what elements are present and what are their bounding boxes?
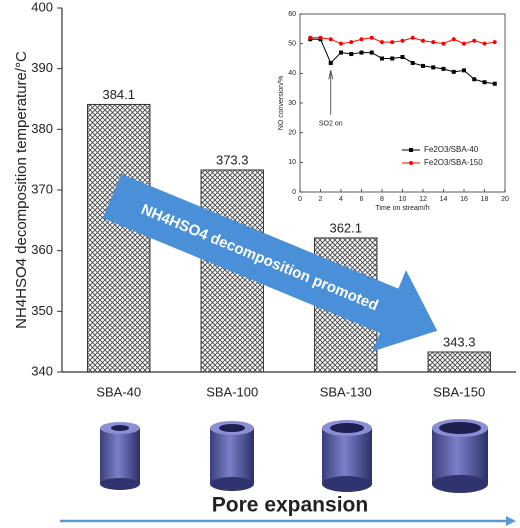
point <box>359 37 364 42</box>
point <box>390 40 395 45</box>
cylinder <box>432 419 488 493</box>
x-tick-label: 8 <box>380 196 384 203</box>
bottom-arrow <box>60 516 516 526</box>
x-tick-label: 2 <box>319 196 323 203</box>
x-tick-label: 10 <box>399 196 407 203</box>
point <box>472 77 477 82</box>
pore-cylinders <box>100 419 488 493</box>
cylinder <box>322 420 372 492</box>
x-tick-label: 6 <box>360 196 364 203</box>
legend-label: Fe2O3/SBA-150 <box>424 158 483 167</box>
point <box>390 56 395 61</box>
point <box>308 35 313 40</box>
legend-label: Fe2O3/SBA-40 <box>424 145 479 154</box>
x-tick-label: SBA-150 <box>433 384 485 399</box>
annotation: SO2 on <box>319 121 343 128</box>
point <box>369 50 374 55</box>
y-tick-label: 0 <box>292 189 296 196</box>
point <box>421 63 425 68</box>
y-tick-label: 360 <box>31 242 53 257</box>
x-tick-label: 4 <box>339 196 343 203</box>
point <box>482 80 487 85</box>
x-tick-label: 12 <box>419 196 427 203</box>
y-tick-label: 50 <box>288 41 296 48</box>
arrow-shape <box>102 173 438 352</box>
y-axis-title: NH4HSO4 decomposition temperature/°C <box>13 51 30 329</box>
point <box>339 50 343 55</box>
point <box>492 40 497 45</box>
point <box>380 40 384 45</box>
y-tick-label: 340 <box>31 363 53 378</box>
point <box>400 38 405 43</box>
y-tick-label: 350 <box>31 303 53 318</box>
y-axis-title: NO conversion/% <box>278 76 285 130</box>
point <box>492 81 497 86</box>
x-axis-title: Time on stream/h <box>375 205 429 212</box>
bar <box>87 103 151 373</box>
y-tick-label: 30 <box>288 100 296 107</box>
y-tick-label: 40 <box>288 70 296 77</box>
point <box>359 50 364 55</box>
legend-marker <box>409 148 413 152</box>
point <box>421 38 425 43</box>
y-tick-label: 370 <box>31 181 53 196</box>
x-tick-label: 0 <box>298 196 302 203</box>
y-tick-label: 390 <box>31 60 53 75</box>
x-tick-label: 16 <box>460 196 468 203</box>
x-tick-label: 18 <box>481 196 489 203</box>
point <box>380 56 384 61</box>
cylinder <box>100 422 140 490</box>
y-tick-label: 380 <box>31 121 53 136</box>
x-tick-label: 14 <box>440 196 448 203</box>
point <box>400 55 405 60</box>
value-label: 373.3 <box>216 152 249 167</box>
y-tick-label: 400 <box>31 0 53 14</box>
bar <box>427 351 491 373</box>
point <box>410 35 415 40</box>
inset-chart: 0 2 4 6 8 10 12 14 16 18 20 0 10 20 30 40 50 60 Time on st… <box>270 6 516 214</box>
point <box>349 52 354 57</box>
x-tick-label: 20 <box>501 196 509 203</box>
value-label: 343.3 <box>443 334 476 349</box>
inset-background <box>270 6 516 214</box>
point <box>328 37 333 42</box>
cylinder <box>210 421 254 491</box>
point <box>441 66 446 71</box>
point <box>472 38 477 43</box>
y-tick-label: 20 <box>288 130 296 137</box>
point <box>318 35 323 40</box>
point <box>451 69 456 74</box>
point <box>431 40 436 45</box>
point <box>328 60 333 65</box>
y-tick-label: 60 <box>288 11 296 18</box>
point <box>349 40 354 45</box>
x-tick-label: SBA-130 <box>320 384 372 399</box>
point <box>431 65 436 70</box>
annotation-arrowhead <box>328 70 334 80</box>
bottom-label: Pore expansion <box>212 494 368 517</box>
x-tick-label: SBA-40 <box>96 384 141 399</box>
point <box>339 41 343 46</box>
value-label: 362.1 <box>329 220 362 235</box>
point <box>462 68 466 73</box>
legend-marker <box>409 161 413 165</box>
point <box>441 41 446 46</box>
point <box>451 37 456 42</box>
y-tick-label: 10 <box>288 159 296 166</box>
point <box>482 41 487 46</box>
x-tick-label: SBA-100 <box>206 384 258 399</box>
point <box>462 41 466 46</box>
value-label: 384.1 <box>102 87 135 102</box>
point <box>410 60 415 65</box>
point <box>369 35 374 40</box>
